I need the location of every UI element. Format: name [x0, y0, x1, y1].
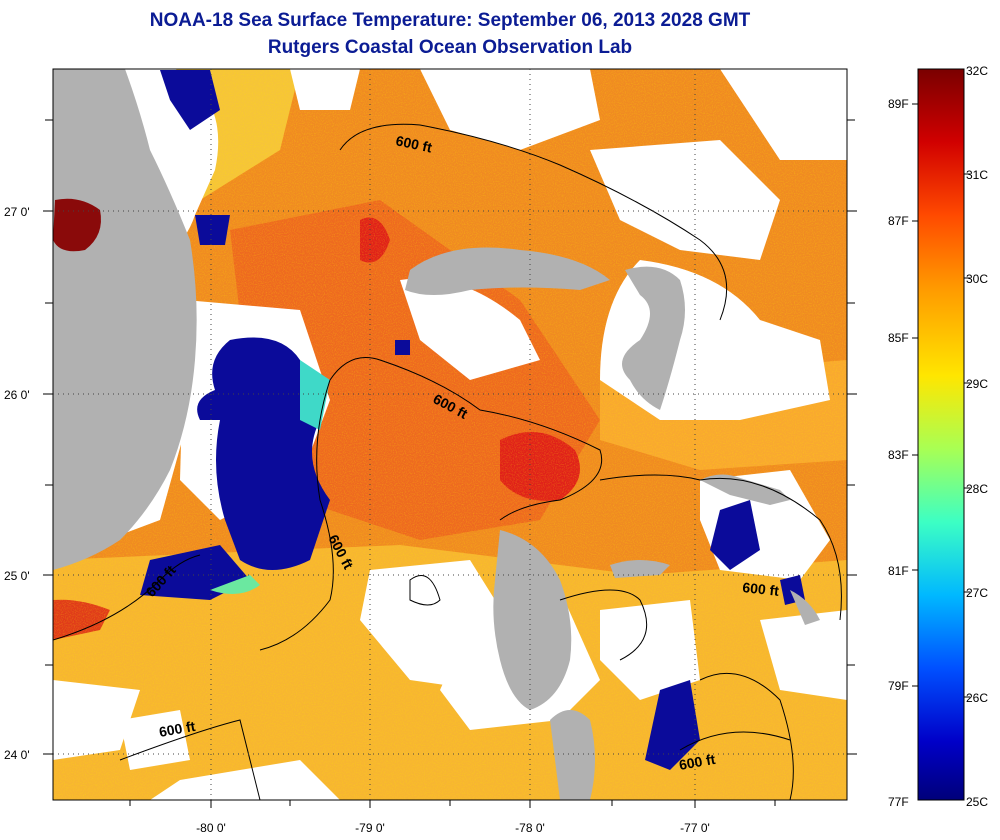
graticule	[53, 69, 847, 800]
lon-label: -80 0'	[196, 821, 226, 835]
tick-marks	[43, 119, 857, 808]
cool-edge	[300, 360, 330, 430]
celsius-label: 27C	[966, 586, 988, 600]
celsius-label: 29C	[966, 377, 988, 391]
lon-label: -79 0'	[355, 821, 385, 835]
lat-label: 24 0'	[4, 748, 30, 762]
land	[53, 69, 820, 800]
celsius-label: 26C	[966, 691, 988, 705]
colorbar	[917, 68, 965, 801]
fahrenheit-label: 89F	[888, 97, 909, 111]
colorbar-ticks	[912, 103, 970, 698]
celsius-label: 32C	[966, 64, 988, 78]
lon-label: -78 0'	[515, 821, 545, 835]
map-title: NOAA-18 Sea Surface Temperature: Septemb…	[149, 10, 751, 31]
contour-label: 600 ft	[394, 132, 433, 155]
fahrenheit-label: 77F	[888, 795, 909, 809]
contour-label: 600 ft	[158, 718, 197, 740]
map-subtitle: Rutgers Coastal Ocean Observation Lab	[267, 37, 633, 58]
lat-label: 25 0'	[4, 569, 30, 583]
lake-okeechobee-spot	[53, 198, 101, 252]
contour-label: 600 ft	[742, 579, 780, 599]
celsius-label: 25C	[966, 795, 988, 809]
lat-label: 27 0'	[4, 205, 30, 219]
fahrenheit-label: 79F	[888, 679, 909, 693]
cool-edge	[210, 575, 260, 594]
celsius-label: 31C	[966, 168, 988, 182]
lon-label: -77 0'	[680, 821, 710, 835]
fahrenheit-label: 85F	[888, 331, 909, 345]
fahrenheit-label: 87F	[888, 214, 909, 228]
isobath-contours	[53, 123, 842, 800]
celsius-label: 30C	[966, 272, 988, 286]
celsius-label: 28C	[966, 482, 988, 496]
fahrenheit-label: 83F	[888, 448, 909, 462]
cold-water	[140, 70, 805, 770]
contour-label: 600 ft	[678, 751, 717, 773]
fahrenheit-label: 81F	[888, 564, 909, 578]
lat-label: 26 0'	[4, 388, 30, 402]
